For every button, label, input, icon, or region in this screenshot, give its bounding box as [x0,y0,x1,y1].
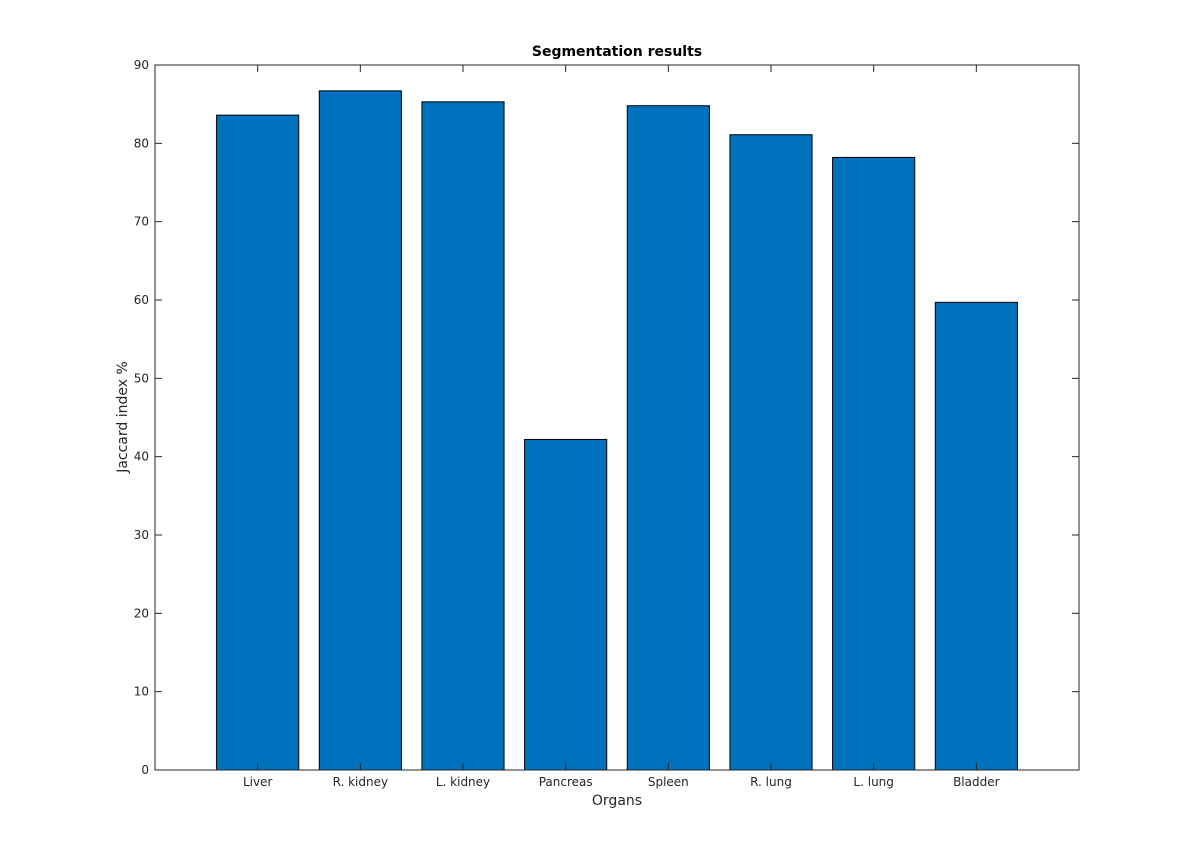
bar-liver [216,114,300,771]
x-tick-label: R. kidney [333,775,389,789]
plot-area-background [155,65,1079,770]
bars-layer [216,90,1018,771]
x-tick-label: Bladder [953,775,1000,789]
bar-spleen [626,105,710,771]
x-tick-label: Liver [243,775,273,789]
x-tick-label: L. kidney [436,775,490,789]
y-tick-label: 80 [134,136,149,150]
y-axis-label: Jaccard index % [115,361,131,474]
y-tick-label: 70 [134,215,149,229]
x-tick-label: Spleen [648,775,689,789]
x-axis-label: Organs [592,793,642,809]
y-tick-label: 60 [134,293,149,307]
y-tick-label: 50 [134,371,149,385]
bar-r-kidney [318,90,402,771]
bar-r-lung [729,134,813,771]
y-tick-label: 40 [134,450,149,464]
bar-bladder [934,301,1018,771]
ticks-layer [155,64,1079,771]
y-tick-label: 0 [141,763,149,777]
labels-layer: Liver R. kidney L. kidney Pancreas Spleen R. … [134,58,1000,789]
y-tick-label: 10 [134,685,149,699]
y-tick-label: 30 [134,528,149,542]
bar-l-kidney [421,101,505,771]
x-tick-label: L. lung [853,775,893,789]
chart-title: Segmentation results [532,44,702,60]
y-tick-label: 90 [134,58,149,72]
bar-l-lung [832,156,916,771]
y-tick-label: 20 [134,606,149,620]
x-tick-label: R. lung [750,775,792,789]
plot-frame [154,64,1080,771]
bar-pancreas [524,438,608,771]
x-tick-label: Pancreas [539,775,593,789]
